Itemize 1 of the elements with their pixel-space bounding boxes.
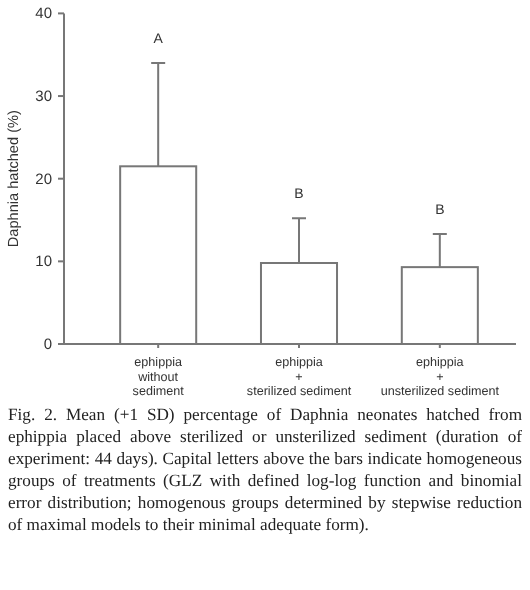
caption: Fig. 2. Mean (+1 SD) percentage of Daphnia neonates hatched from ephippia placed above sterilized or unsterilized sediment (duration of experiment: 44 days). Capital letters above the bars indicate homogeneous groups of treatments (GLZ with defined log-log function and binomial error distribution; homogenous groups determined by stepwise reduction of maximal models to their minimal adequate form). [8,404,522,535]
